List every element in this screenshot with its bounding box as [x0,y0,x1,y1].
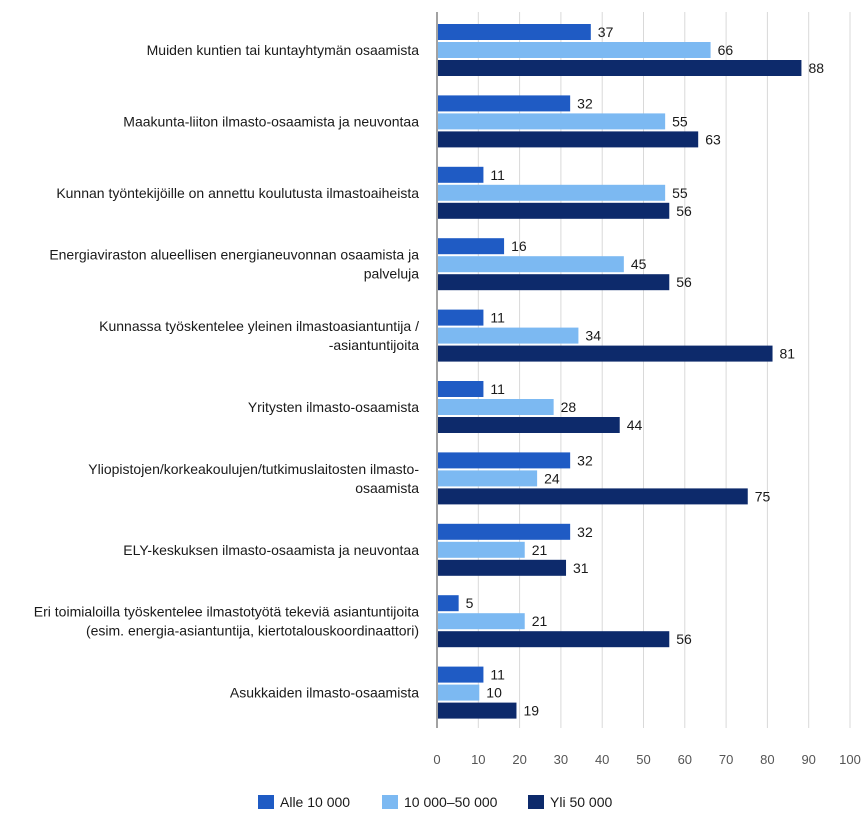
x-tick-label: 50 [636,752,650,767]
data-label: 55 [672,113,688,129]
bar [438,328,578,344]
data-label: 5 [466,595,474,611]
data-label: 11 [490,381,505,397]
category-label: Energiaviraston alueellisen energianeuvo… [49,247,419,263]
data-label: 10 [486,685,502,701]
bar [438,631,669,647]
bar [438,488,748,504]
legend-swatch [528,795,544,809]
data-label: 56 [676,274,692,290]
data-label: 31 [573,560,589,576]
data-label: 32 [577,95,593,111]
bar [438,417,620,433]
category-label: Kunnan työntekijöille on annettu koulutu… [56,185,419,201]
x-tick-label: 80 [760,752,774,767]
bar [438,185,665,201]
category-label: Maakunta-liiton ilmasto-osaamista ja neu… [123,113,419,129]
category-label: Muiden kuntien tai kuntayhtymän osaamist… [147,42,420,58]
bar [438,42,711,58]
bar [438,60,801,76]
bar [438,113,665,129]
bar [438,524,570,540]
data-label: 45 [631,256,647,272]
bar [438,703,516,719]
bar [438,346,773,362]
data-label: 11 [490,310,505,326]
bar [438,24,591,40]
x-tick-label: 10 [471,752,485,767]
legend-label: 10 000–50 000 [404,794,498,810]
data-label: 88 [808,60,824,76]
x-tick-label: 100 [839,752,861,767]
bar [438,667,483,683]
data-label: 32 [577,524,593,540]
bar [438,399,554,415]
legend: Alle 10 000 10 000–50 000 Yli 50 000 [258,794,612,810]
x-tick-label: 30 [554,752,568,767]
data-label: 24 [544,470,560,486]
x-tick-label: 90 [801,752,815,767]
category-label: Asukkaiden ilmasto-osaamista [230,685,419,701]
category-label: palveluja [364,266,419,282]
x-tick-label: 40 [595,752,609,767]
data-label: 16 [511,238,527,254]
legend-swatch [258,795,274,809]
data-label: 32 [577,452,593,468]
bar [438,470,537,486]
category-label: osaamista [355,480,419,496]
bar [438,381,483,397]
x-tick-label: 20 [512,752,526,767]
category-label: -asiantuntijoita [329,337,419,353]
bars: 37 66 88 32 55 63 11 55 56 16 45 56 11 34 81 11 28 44 32 24… [438,24,824,719]
legend-swatch [382,795,398,809]
data-label: 28 [561,399,577,415]
bar [438,203,669,219]
x-tick-label: 0 [433,752,440,767]
x-tick-label: 70 [719,752,733,767]
data-label: 21 [532,613,548,629]
category-label: ELY-keskuksen ilmasto-osaamista ja neuvo… [123,542,419,558]
data-label: 11 [490,167,505,183]
data-label: 11 [490,667,505,683]
bar [438,274,669,290]
bar [438,560,566,576]
bar [438,595,459,611]
bar [438,95,570,111]
legend-label: Alle 10 000 [280,794,350,810]
bar [438,613,525,629]
category-labels: Muiden kuntien tai kuntayhtymän osaamist… [34,42,420,701]
data-label: 81 [780,346,796,362]
data-label: 66 [718,42,734,58]
category-label: Kunnassa työskentelee yleinen ilmastoasi… [99,318,419,334]
bar [438,542,525,558]
category-label: Yritysten ilmasto-osaamista [248,399,419,415]
data-label: 75 [755,488,771,504]
bar [438,685,479,701]
data-label: 21 [532,542,548,558]
x-axis-ticks: 0 10 20 30 40 50 60 70 80 90 100 [433,752,860,767]
bar [438,238,504,254]
bar [438,310,483,326]
category-label: Yliopistojen/korkeakoulujen/tutkimuslait… [88,461,419,477]
category-label: (esim. energia-asiantuntija, kiertotalou… [86,623,419,639]
data-label: 56 [676,631,692,647]
data-label: 55 [672,185,688,201]
bar [438,131,698,147]
category-label: Eri toimialoilla työskentelee ilmastotyö… [34,604,419,620]
data-label: 56 [676,203,692,219]
data-label: 63 [705,131,721,147]
bar [438,256,624,272]
data-label: 19 [523,703,539,719]
legend-label: Yli 50 000 [550,794,612,810]
data-label: 37 [598,24,614,40]
bar [438,167,483,183]
data-label: 34 [585,328,601,344]
x-tick-label: 60 [678,752,692,767]
data-label: 44 [627,417,643,433]
bar [438,452,570,468]
